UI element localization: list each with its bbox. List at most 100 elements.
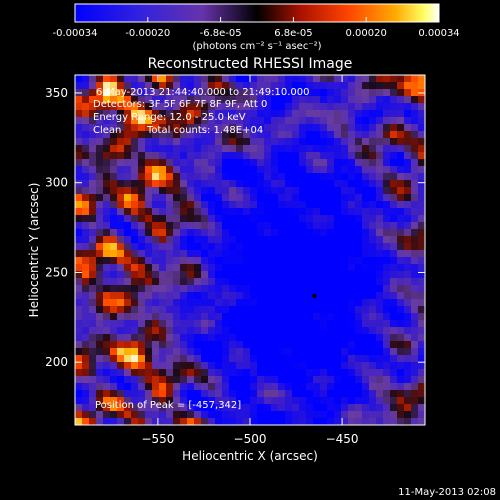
heatmap-cell (117, 82, 125, 90)
heatmap-cell (145, 299, 153, 307)
heatmap-cell (383, 229, 391, 237)
heatmap-cell (110, 89, 118, 97)
heatmap-cell (103, 418, 111, 426)
heatmap-cell (208, 89, 216, 97)
heatmap-cell (89, 208, 97, 216)
heatmap-cell (250, 194, 258, 202)
heatmap-cell (390, 411, 398, 419)
heatmap-cell (82, 215, 90, 223)
heatmap-cell (369, 131, 377, 139)
heatmap-cell (201, 285, 209, 293)
heatmap-cell (383, 201, 391, 209)
heatmap-cell (89, 334, 97, 342)
heatmap-cell (250, 229, 258, 237)
heatmap-cell (222, 89, 230, 97)
heatmap-cell (152, 327, 160, 335)
heatmap-cell (383, 383, 391, 391)
heatmap-cell (369, 180, 377, 188)
heatmap-cell (145, 110, 153, 118)
heatmap-cell (187, 243, 195, 251)
heatmap-cell (138, 229, 146, 237)
heatmap-cell (348, 264, 356, 272)
heatmap-cell (390, 418, 398, 426)
heatmap-cell (180, 278, 188, 286)
heatmap-cell (82, 173, 90, 181)
heatmap-cell (138, 243, 146, 251)
heatmap-cell (124, 341, 132, 349)
heatmap-cell (341, 397, 349, 405)
heatmap-cell (299, 173, 307, 181)
heatmap-cell (243, 124, 251, 132)
heatmap-cell (313, 96, 321, 104)
heatmap-cell (117, 117, 125, 125)
heatmap-cell (180, 229, 188, 237)
heatmap-cell (418, 138, 426, 146)
heatmap-cell (397, 75, 405, 83)
heatmap-cell (138, 292, 146, 300)
heatmap-cell (362, 131, 370, 139)
heatmap-cell (355, 299, 363, 307)
heatmap-cell (355, 369, 363, 377)
heatmap-cell (117, 145, 125, 153)
heatmap-cell (103, 131, 111, 139)
heatmap-cell (187, 96, 195, 104)
heatmap-cell (229, 152, 237, 160)
heatmap-cell (292, 145, 300, 153)
heatmap-cell (418, 110, 426, 118)
heatmap-cell (187, 145, 195, 153)
heatmap-cell (166, 383, 174, 391)
heatmap-cell (376, 320, 384, 328)
heatmap-cell (236, 159, 244, 167)
heatmap-cell (369, 383, 377, 391)
heatmap-cell (89, 152, 97, 160)
heatmap-cell (124, 117, 132, 125)
heatmap-cell (327, 306, 335, 314)
heatmap-cell (89, 292, 97, 300)
heatmap-cell (145, 383, 153, 391)
heatmap-cell (75, 138, 83, 146)
heatmap-cell (117, 418, 125, 426)
heatmap-cell (180, 390, 188, 398)
heatmap-cell (383, 411, 391, 419)
heatmap-cell (103, 117, 111, 125)
heatmap-cell (369, 327, 377, 335)
heatmap-cell (355, 75, 363, 83)
heatmap-cell (103, 180, 111, 188)
heatmap-cell (383, 173, 391, 181)
heatmap-cell (138, 390, 146, 398)
heatmap-cell (166, 390, 174, 398)
heatmap-cell (229, 82, 237, 90)
heatmap-cell (236, 341, 244, 349)
heatmap-cell (369, 418, 377, 426)
heatmap-cell (215, 411, 223, 419)
heatmap-cell (334, 404, 342, 412)
heatmap-cell (222, 201, 230, 209)
heatmap-cell (103, 390, 111, 398)
heatmap-cell (390, 75, 398, 83)
heatmap-cell (152, 89, 160, 97)
heatmap-cell (215, 418, 223, 426)
heatmap-cell (404, 166, 412, 174)
heatmap-cell (208, 138, 216, 146)
heatmap-cell (257, 411, 265, 419)
heatmap-cell (159, 404, 167, 412)
heatmap-cell (362, 334, 370, 342)
heatmap-cell (117, 75, 125, 83)
heatmap-cell (299, 110, 307, 118)
heatmap-cell (313, 397, 321, 405)
heatmap-cell (369, 348, 377, 356)
heatmap-cell (320, 285, 328, 293)
heatmap-cell (138, 82, 146, 90)
heatmap-cell (320, 362, 328, 370)
heatmap-cell (229, 390, 237, 398)
heatmap-cell (320, 229, 328, 237)
heatmap-cell (327, 264, 335, 272)
heatmap-cell (355, 320, 363, 328)
heatmap-cell (201, 250, 209, 258)
heatmap-cell (411, 369, 419, 377)
heatmap-cell (369, 264, 377, 272)
heatmap-cell (82, 124, 90, 132)
heatmap-cell (334, 215, 342, 223)
heatmap-cell (75, 355, 83, 363)
heatmap-cell (138, 145, 146, 153)
